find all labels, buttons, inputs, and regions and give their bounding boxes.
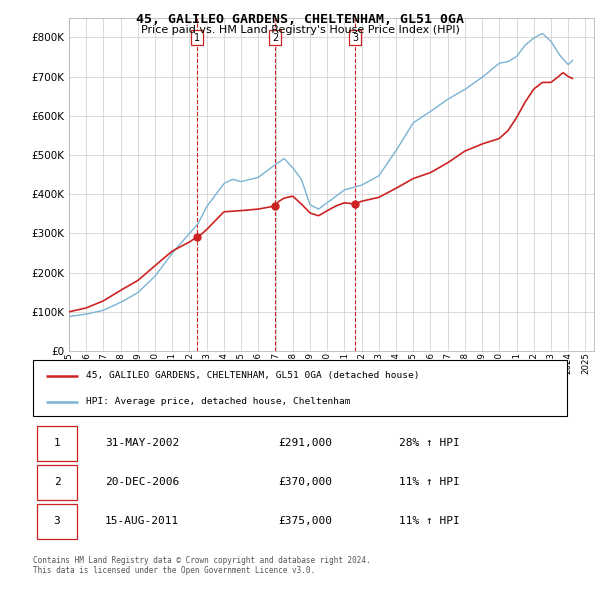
Text: 1: 1: [53, 438, 61, 448]
Text: 45, GALILEO GARDENS, CHELTENHAM, GL51 0GA (detached house): 45, GALILEO GARDENS, CHELTENHAM, GL51 0G…: [86, 371, 420, 380]
FancyBboxPatch shape: [33, 360, 567, 416]
Text: 3: 3: [53, 516, 61, 526]
Text: £291,000: £291,000: [278, 438, 332, 448]
Text: £370,000: £370,000: [278, 477, 332, 487]
FancyBboxPatch shape: [37, 465, 77, 500]
Text: 45, GALILEO GARDENS, CHELTENHAM, GL51 0GA: 45, GALILEO GARDENS, CHELTENHAM, GL51 0G…: [136, 13, 464, 26]
Text: 15-AUG-2011: 15-AUG-2011: [105, 516, 179, 526]
FancyBboxPatch shape: [37, 426, 77, 461]
Text: Contains HM Land Registry data © Crown copyright and database right 2024.
This d: Contains HM Land Registry data © Crown c…: [33, 556, 371, 575]
Text: 28% ↑ HPI: 28% ↑ HPI: [399, 438, 460, 448]
Text: HPI: Average price, detached house, Cheltenham: HPI: Average price, detached house, Chel…: [86, 398, 351, 407]
Text: Price paid vs. HM Land Registry's House Price Index (HPI): Price paid vs. HM Land Registry's House …: [140, 25, 460, 35]
Text: £375,000: £375,000: [278, 516, 332, 526]
Text: 11% ↑ HPI: 11% ↑ HPI: [399, 516, 460, 526]
Text: 31-MAY-2002: 31-MAY-2002: [105, 438, 179, 448]
FancyBboxPatch shape: [37, 504, 77, 539]
Text: 11% ↑ HPI: 11% ↑ HPI: [399, 477, 460, 487]
Text: 2: 2: [53, 477, 61, 487]
Text: 20-DEC-2006: 20-DEC-2006: [105, 477, 179, 487]
Text: 2: 2: [272, 32, 278, 42]
Text: 1: 1: [194, 32, 200, 42]
Text: 3: 3: [352, 32, 358, 42]
